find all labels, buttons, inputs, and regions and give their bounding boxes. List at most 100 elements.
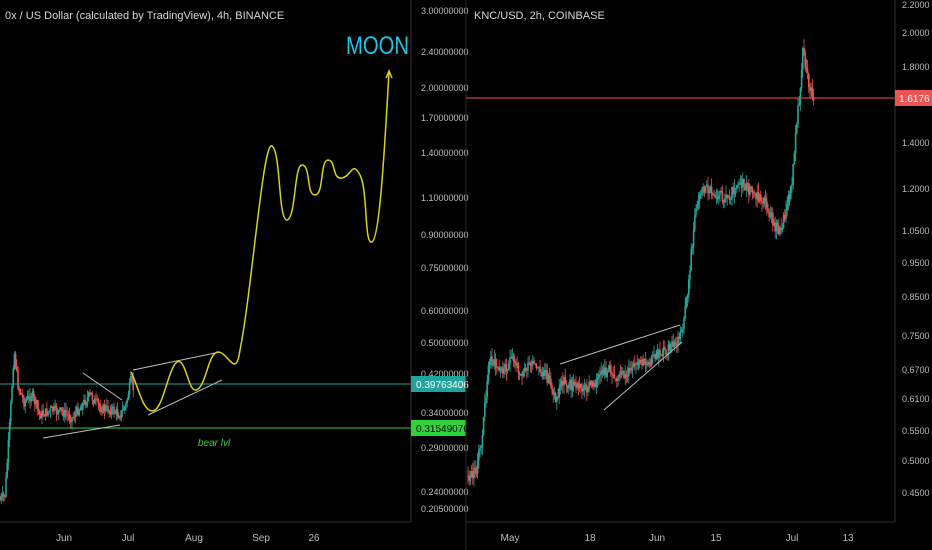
projection-arrowhead (385, 69, 393, 79)
right-candle-body (625, 374, 628, 376)
right-candle-body (676, 344, 678, 346)
right-candle-body (658, 349, 660, 358)
right-candle-body (769, 215, 772, 218)
left-trendlines (42, 351, 223, 439)
left-candle-body (106, 405, 108, 407)
right-candle-body (634, 363, 636, 365)
right-candle-body (792, 164, 794, 185)
right-candle-body (612, 374, 614, 376)
right-candle-body (692, 229, 695, 247)
right-candle-body (546, 370, 548, 383)
right-candle-body (565, 383, 568, 386)
right-candle-body (498, 367, 500, 371)
left-price-axis-tick-label: 0.50000000 (421, 338, 469, 348)
right-candle-body (774, 222, 776, 232)
bear-level-annotation: bear lvl (198, 438, 231, 449)
left-candle-body (22, 394, 24, 398)
right-candle-body (781, 228, 784, 231)
right-time-axis-tick-label: May (501, 533, 520, 544)
right-candle-body (652, 354, 654, 357)
left-candle-body (132, 379, 134, 391)
left-candle-body (4, 495, 6, 497)
right-candle-body (547, 375, 550, 383)
right-candle-body (811, 87, 814, 98)
right-candle-body (569, 379, 571, 385)
right-candle-body (509, 357, 511, 364)
right-candle-body (571, 385, 574, 391)
left-candle-body (128, 382, 131, 395)
left-candle-body (112, 406, 114, 409)
right-candle-body (740, 182, 743, 188)
left-candle-body (8, 422, 11, 440)
right-candle-body (757, 192, 760, 201)
right-candle-body (668, 343, 671, 351)
left-candle-body (55, 405, 58, 414)
right-candle-body (521, 374, 523, 377)
left-candle-body (37, 407, 40, 411)
left-candle-body (62, 411, 65, 418)
right-candle-body (541, 371, 544, 377)
left-candle-body (65, 409, 67, 415)
svg-text:1.6176: 1.6176 (899, 94, 930, 105)
left-candle-body (34, 396, 36, 405)
left-time-axis-tick-label: Jul (122, 533, 135, 544)
right-time-axis-tick-label: Jun (649, 533, 665, 544)
right-candle-body (749, 186, 751, 195)
right-candle-body (638, 359, 641, 363)
right-time-axis-tick-label: 18 (584, 533, 596, 544)
right-price-axis-tick-label: 1.4000 (902, 138, 930, 148)
right-candle-body (502, 368, 504, 374)
right-candle-body (719, 191, 721, 196)
left-candle-body (23, 397, 25, 407)
right-candle-body (790, 185, 792, 199)
left-candle-body (74, 412, 77, 418)
right-candle-body (680, 331, 683, 333)
right-candle-body (727, 197, 730, 199)
right-time-axis-tick-label: 15 (710, 533, 722, 544)
right-candle-body (796, 124, 798, 134)
left-candle-body (73, 416, 76, 418)
right-candle-body (665, 349, 667, 355)
right-candle-body (793, 153, 796, 165)
right-candle-body (618, 373, 620, 378)
left-candle-body (42, 410, 44, 416)
left-candle-body (7, 439, 10, 463)
left-candle-body (61, 409, 64, 412)
right-candle-body (750, 186, 752, 189)
right-candle-body (802, 48, 804, 70)
right-candle-body (643, 358, 646, 362)
left-candle-body (1, 493, 4, 497)
right-candle-body (564, 377, 566, 384)
left-chart[interactable]: 0x / US Dollar (calculated by TradingVie… (0, 0, 469, 544)
left-candle-body (109, 410, 112, 415)
right-candle-body (679, 331, 682, 339)
right-candle-body (600, 371, 602, 375)
right-price-axis-tick-label: 0.6700 (902, 365, 930, 375)
right-candle-body (580, 383, 582, 388)
right-candle-body (686, 295, 689, 298)
right-candle-body (540, 372, 542, 377)
right-candle-body (762, 202, 764, 204)
right-candle-body (614, 378, 617, 380)
right-candle-body (596, 377, 599, 380)
left-candle-body (12, 368, 14, 387)
right-candle-body (631, 367, 634, 371)
left-candle-body (92, 400, 95, 404)
left-chart-title: 0x / US Dollar (calculated by TradingVie… (5, 10, 284, 22)
right-candle-body (720, 191, 722, 193)
svg-text:0.39763406: 0.39763406 (416, 380, 469, 391)
right-candle-body (470, 470, 473, 478)
left-candle-body (46, 408, 48, 416)
right-candle-body (527, 362, 529, 371)
right-candle-body (810, 87, 812, 92)
right-candle-body (559, 384, 562, 388)
left-candle-body (29, 395, 31, 402)
left-candle-body (83, 399, 85, 403)
right-candle-body (494, 359, 497, 367)
right-candle-body (533, 360, 535, 364)
right-candle-body (674, 342, 677, 345)
left-candle-body (108, 410, 110, 413)
projection-path (130, 71, 390, 412)
right-candle-body (654, 354, 656, 360)
right-chart[interactable]: KNC/USD, 2h, COINBASE 2.2000 2.0000 1.8000… (466, 0, 932, 544)
